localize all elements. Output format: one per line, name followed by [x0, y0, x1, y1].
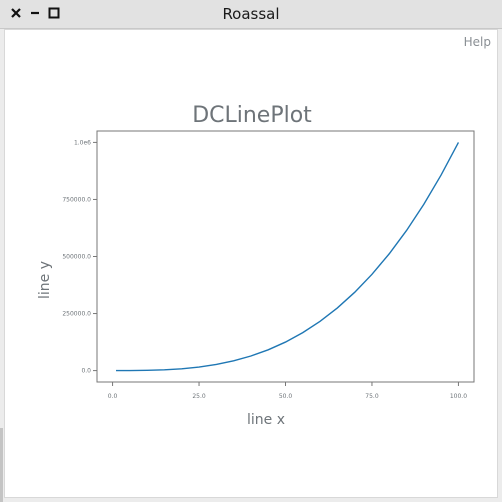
window-title: Roassal — [222, 5, 280, 23]
x-tick-label: 75.0 — [365, 393, 379, 400]
canvas-area[interactable]: Help DCLinePlot 0.0 25.0 50.0 75.0 100.0 0.0… — [4, 29, 498, 498]
window-titlebar[interactable]: Roassal — [0, 0, 502, 29]
y-tick-label: 250000.0 — [62, 311, 91, 318]
maximize-button[interactable] — [47, 6, 61, 20]
close-icon — [11, 8, 21, 18]
help-link[interactable]: Help — [463, 35, 491, 49]
chart-title: DCLinePlot — [192, 103, 312, 128]
y-axis-label: line y — [37, 261, 53, 299]
x-tick-label: 50.0 — [279, 393, 293, 400]
x-tick-label: 100.0 — [450, 393, 467, 400]
x-axis-ticks: 0.0 25.0 50.0 75.0 100.0 — [108, 382, 467, 400]
close-button[interactable] — [9, 6, 23, 20]
x-axis-label: line x — [247, 412, 285, 428]
y-tick-label: 0.0 — [81, 368, 91, 375]
y-axis-ticks: 0.0 250000.0 500000.0 750000.0 1.0e6 — [62, 139, 97, 375]
minimize-button[interactable] — [28, 6, 42, 20]
maximize-icon — [48, 7, 60, 19]
x-tick-label: 0.0 — [108, 393, 118, 400]
line-chart: DCLinePlot 0.0 25.0 50.0 75.0 100.0 0.0 25000… — [37, 103, 475, 428]
y-tick-label: 500000.0 — [62, 254, 91, 261]
y-tick-label: 750000.0 — [62, 196, 91, 203]
plot-frame — [96, 130, 475, 383]
window-edge-handle[interactable] — [0, 428, 3, 502]
series-line — [116, 142, 460, 372]
x-tick-label: 25.0 — [192, 393, 206, 400]
y-tick-label: 1.0e6 — [74, 139, 91, 146]
minimize-icon — [31, 11, 39, 15]
